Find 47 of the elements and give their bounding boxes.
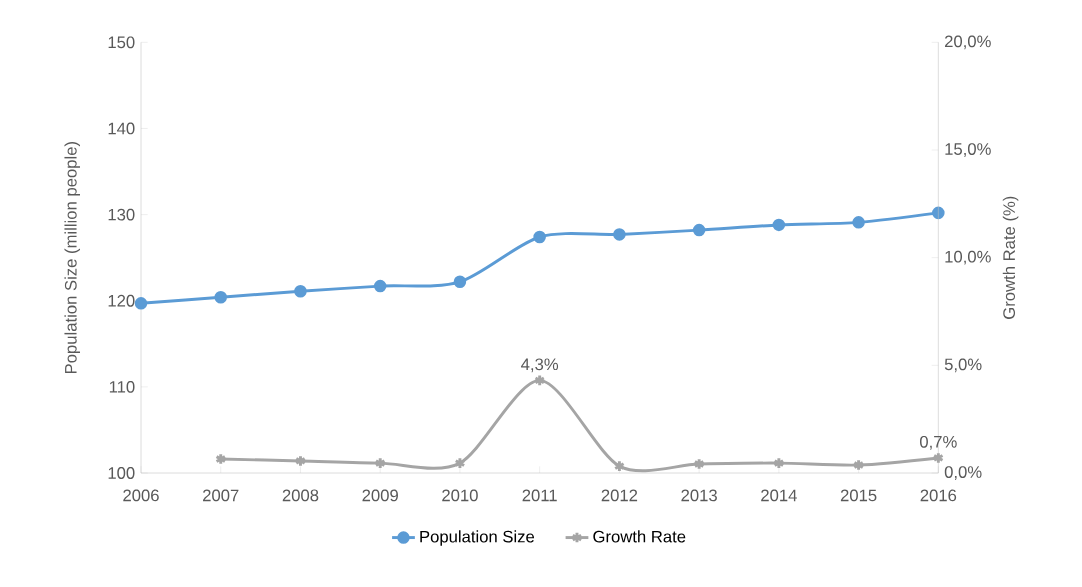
point [932,206,945,220]
x-tick-label: 2009 [362,489,398,502]
legend-label: Growth Rate [593,530,686,543]
y2-tick-label: 15,0% [945,143,991,157]
x-tick-label: 2008 [282,489,319,502]
point [852,216,865,229]
x-tick-label: 2010 [442,489,478,502]
point [772,218,786,232]
y-tick-label: 130 [108,208,135,221]
x-tick-label: 2006 [123,489,159,502]
point [693,457,705,471]
point [454,456,466,470]
y-axis-title: Population Size (million people) [64,142,80,374]
point [294,284,307,298]
data-label: 0,7% [919,435,957,450]
y-tick-label: 100 [108,467,135,479]
y2-tick-label: 0,0% [944,466,982,480]
y2-tick-label: 20,0% [945,35,991,50]
point [134,297,148,310]
x-tick-label: 2011 [522,489,557,502]
y-tick-label: 120 [108,294,135,307]
point [613,459,626,473]
point [534,374,546,387]
x-tick-label: 2013 [681,489,717,502]
y2-tick-label: 10,0% [945,250,991,265]
y2-axis-title: Growth Rate (%) [1002,196,1019,319]
point [852,458,865,472]
x-tick-label: 2012 [601,489,638,502]
point [373,279,387,293]
point [533,230,546,244]
x-tick-label: 2007 [203,489,239,502]
point [773,456,785,470]
y-tick-label: 110 [109,380,135,393]
x-tick-label: 2016 [920,489,957,502]
data-label: 4,3% [521,358,559,373]
y2-tick-label: 5,0% [944,358,982,373]
point [214,291,228,304]
point [692,223,706,237]
x-tick-label: 2014 [761,489,797,502]
x-tick-label: 2015 [840,489,877,502]
point [453,275,467,289]
y-tick-label: 140 [108,122,135,135]
point [613,228,626,241]
point [374,456,386,470]
point [294,454,307,468]
legend-label: Population Size [420,530,535,546]
y-tick-label: 150 [108,36,135,49]
